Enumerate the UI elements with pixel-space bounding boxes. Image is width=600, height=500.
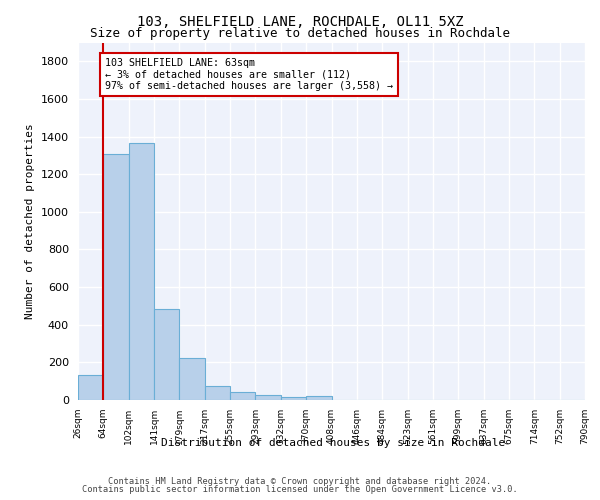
Bar	[306, 396, 331, 400]
Bar	[256, 394, 281, 400]
Y-axis label: Number of detached properties: Number of detached properties	[25, 124, 35, 319]
Text: Size of property relative to detached houses in Rochdale: Size of property relative to detached ho…	[90, 28, 510, 40]
Bar	[154, 308, 179, 400]
Text: Distribution of detached houses by size in Rochdale: Distribution of detached houses by size …	[161, 438, 505, 448]
Text: Contains public sector information licensed under the Open Government Licence v3: Contains public sector information licen…	[82, 485, 518, 494]
Bar	[128, 143, 154, 400]
Text: Contains HM Land Registry data © Crown copyright and database right 2024.: Contains HM Land Registry data © Crown c…	[109, 477, 491, 486]
Text: 103, SHELFIELD LANE, ROCHDALE, OL11 5XZ: 103, SHELFIELD LANE, ROCHDALE, OL11 5XZ	[137, 15, 463, 29]
Bar	[205, 386, 230, 400]
Bar	[281, 397, 306, 400]
Bar	[230, 392, 256, 400]
Bar	[179, 358, 205, 400]
Bar	[78, 374, 103, 400]
Text: 103 SHELFIELD LANE: 63sqm
← 3% of detached houses are smaller (112)
97% of semi-: 103 SHELFIELD LANE: 63sqm ← 3% of detach…	[106, 58, 394, 91]
Bar	[103, 154, 128, 400]
